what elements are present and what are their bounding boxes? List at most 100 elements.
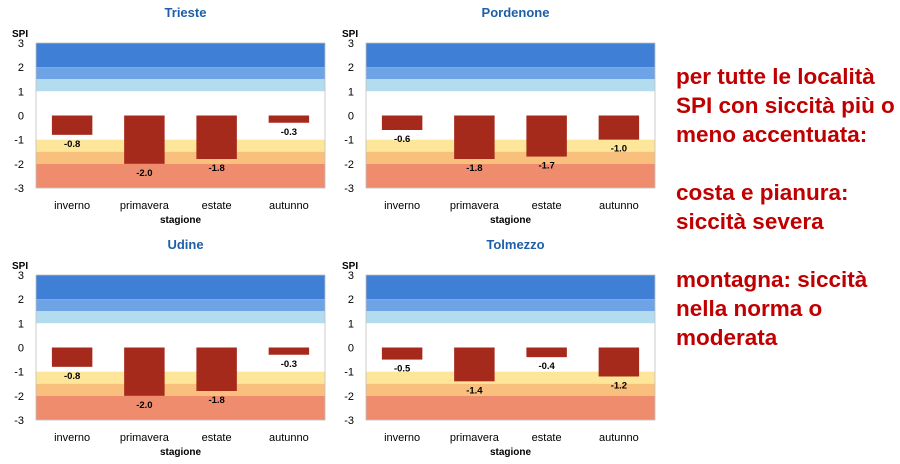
spi-band xyxy=(366,311,655,324)
x-tick-label: inverno xyxy=(54,200,90,212)
summary-line: siccità severa xyxy=(676,209,824,234)
data-label: -0.3 xyxy=(281,359,297,370)
y-tick-label: 0 xyxy=(18,111,24,123)
chart-title: Trieste xyxy=(165,5,207,20)
x-tick-label: inverno xyxy=(54,432,90,444)
y-tick-label: 3 xyxy=(18,270,24,282)
bar xyxy=(598,347,640,377)
chart-title: Udine xyxy=(167,237,203,252)
bar xyxy=(124,347,165,396)
plot-frame xyxy=(35,42,326,189)
x-axis-label: stagione xyxy=(160,215,202,226)
bar xyxy=(196,115,237,159)
y-tick-label: 1 xyxy=(18,86,24,98)
spi-band xyxy=(366,299,655,312)
y-tick-label: -2 xyxy=(344,159,354,171)
chart-udine: Udine SPI 3 2 1 0 -1 -2 -3 -0.8 inverno -2.0 primave… xyxy=(0,232,335,464)
data-label: -0.5 xyxy=(394,364,411,375)
y-tick-label: -1 xyxy=(344,367,354,379)
bar xyxy=(526,347,567,358)
y-tick-label: 1 xyxy=(18,318,24,330)
summary-text: per tutte le località SPI con siccità pi… xyxy=(676,62,898,352)
y-tick-label: -1 xyxy=(14,135,24,147)
x-tick-label: primavera xyxy=(450,200,500,212)
chart-title: Tolmezzo xyxy=(486,237,544,252)
bar xyxy=(454,347,495,382)
y-tick-label: 1 xyxy=(348,86,354,98)
spi-band xyxy=(36,139,325,152)
y-tick-label: 3 xyxy=(348,38,354,50)
data-label: -1.4 xyxy=(466,385,483,396)
spi-band xyxy=(36,299,325,312)
spi-band xyxy=(36,395,325,420)
y-tick-label: -3 xyxy=(344,183,354,195)
x-tick-label: estate xyxy=(202,432,232,444)
y-tick-label: -3 xyxy=(344,415,354,427)
chart-title: Pordenone xyxy=(482,5,550,20)
spi-band xyxy=(36,43,325,68)
summary-line: SPI con siccità più o xyxy=(676,93,895,118)
data-label: -1.2 xyxy=(611,381,627,392)
x-axis-label: stagione xyxy=(490,447,532,458)
y-tick-label: 0 xyxy=(348,343,354,355)
data-label: -1.0 xyxy=(611,144,627,155)
spi-band xyxy=(36,163,325,188)
bar xyxy=(454,115,495,159)
spi-band xyxy=(36,383,325,396)
x-tick-label: primavera xyxy=(120,432,170,444)
x-tick-label: autunno xyxy=(269,200,309,212)
y-axis-label: SPI xyxy=(12,29,28,40)
bar xyxy=(268,347,310,355)
x-tick-label: estate xyxy=(202,200,232,212)
data-label: -1.8 xyxy=(208,163,224,174)
summary-line: moderata xyxy=(676,325,778,350)
x-tick-label: estate xyxy=(532,432,562,444)
x-tick-label: primavera xyxy=(450,432,500,444)
spi-band xyxy=(366,383,655,396)
y-tick-label: -2 xyxy=(14,159,24,171)
data-label: -0.4 xyxy=(538,361,555,372)
x-axis-label: stagione xyxy=(490,215,532,226)
data-label: -0.3 xyxy=(281,127,297,138)
y-tick-label: -1 xyxy=(14,367,24,379)
bar xyxy=(268,115,310,123)
y-tick-label: 0 xyxy=(18,343,24,355)
spi-band xyxy=(366,67,655,80)
data-label: -1.8 xyxy=(208,395,224,406)
y-tick-label: 3 xyxy=(18,38,24,50)
spi-band xyxy=(366,43,655,68)
spi-band xyxy=(36,371,325,384)
y-tick-label: 2 xyxy=(18,294,24,306)
y-axis-label: SPI xyxy=(12,261,28,272)
spi-band xyxy=(366,275,655,300)
y-tick-label: 1 xyxy=(348,318,354,330)
bar xyxy=(196,347,237,391)
y-axis-label: SPI xyxy=(342,261,358,272)
chart-tolmezzo: Tolmezzo SPI 3 2 1 0 -1 -2 -3 -0.5 inverno -1.4 prim… xyxy=(330,232,665,464)
spi-band xyxy=(366,139,655,152)
data-label: -0.8 xyxy=(64,139,80,150)
spi-band xyxy=(366,151,655,164)
summary-line: nella norma o xyxy=(676,296,823,321)
plot-frame xyxy=(35,274,326,421)
bar xyxy=(526,115,567,157)
y-tick-label: 0 xyxy=(348,111,354,123)
spi-band xyxy=(366,163,655,188)
x-tick-label: autunno xyxy=(599,432,639,444)
data-label: -2.0 xyxy=(136,168,152,179)
summary-line: per tutte le località xyxy=(676,64,875,89)
spi-band xyxy=(36,67,325,80)
plot-frame xyxy=(365,42,656,189)
y-tick-label: 2 xyxy=(348,62,354,74)
bar xyxy=(124,115,165,164)
x-tick-label: inverno xyxy=(384,432,420,444)
data-label: -1.7 xyxy=(538,161,554,172)
spi-band xyxy=(366,371,655,384)
chart-pordenone: Pordenone SPI 3 2 1 0 -1 -2 -3 -0.6 inverno -1.8 pri… xyxy=(330,0,665,232)
x-tick-label: inverno xyxy=(384,200,420,212)
data-label: -2.0 xyxy=(136,400,152,411)
y-tick-label: 3 xyxy=(348,270,354,282)
